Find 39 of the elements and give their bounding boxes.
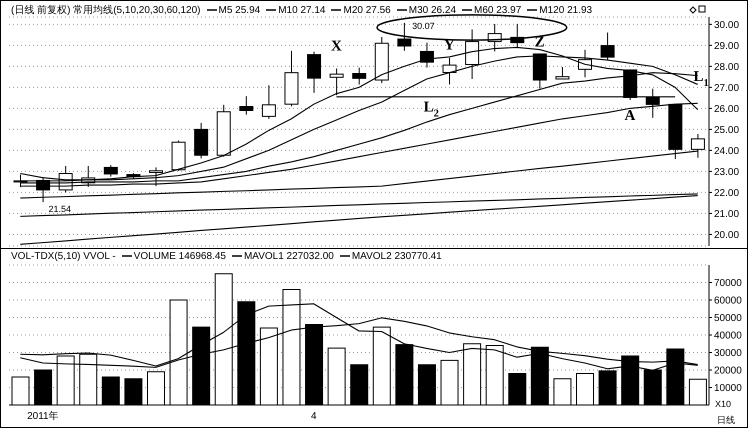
y-tick-label: 27.00 [714,82,740,94]
legend-label: M120 21.93 [539,5,592,16]
legend-label: M5 25.94 [218,5,260,16]
y-tick-label: 26.00 [714,104,740,115]
y-tick-label: 20000 [714,366,742,377]
annotation: A [624,108,636,124]
text: 日线 [717,415,735,426]
y-tick-label: 22.00 [714,188,740,199]
legend-label: M20 27.56 [343,5,391,16]
x-tick-label: 2011年 [27,410,59,422]
y-tick-label: 30000 [714,348,742,360]
annotation: 30.07 [412,21,435,32]
legend-label: VOLUME 146968.45 [134,251,226,262]
y-tick-label: 30.00 [714,20,740,31]
annotation: X [330,38,342,55]
y-tick-label: 24.00 [714,146,740,157]
y-tick-label: 21.00 [714,208,740,220]
chart-title: VOL-TDX(5,10) VVOL - [11,251,116,262]
legend-label: M60 23.97 [474,5,522,16]
y-tick-label: 25.00 [714,124,740,136]
legend-label: M30 26.24 [408,5,456,16]
annotation: L$_{2}$ [424,100,439,120]
y-tick-label: 29.00 [714,40,740,52]
legend-label: MAVOL2 230770.41 [352,251,442,262]
legend-label: M10 27.14 [278,5,326,16]
y-tick-label: 10000 [714,383,742,394]
legend-label: MAVOL1 227032.00 [244,251,334,262]
annotation: 21.54 [48,204,72,214]
y-tick-label: 23.00 [714,166,740,178]
y-tick-label: 40000 [714,330,742,342]
annotation: L$_{1}$ [693,69,709,89]
y-tick-label: 20.00 [714,230,740,241]
chart-title: (日线 前复权) 常用均线(5,10,20,30,60,120) [11,5,201,16]
y-tick-label: 50000 [714,313,742,324]
text: X10 [715,399,732,410]
y-tick-label: 70000 [714,278,742,290]
x-tick-label: 4 [311,411,318,422]
y-tick-label: 28.00 [714,62,740,73]
y-tick-label: 60000 [714,296,742,307]
